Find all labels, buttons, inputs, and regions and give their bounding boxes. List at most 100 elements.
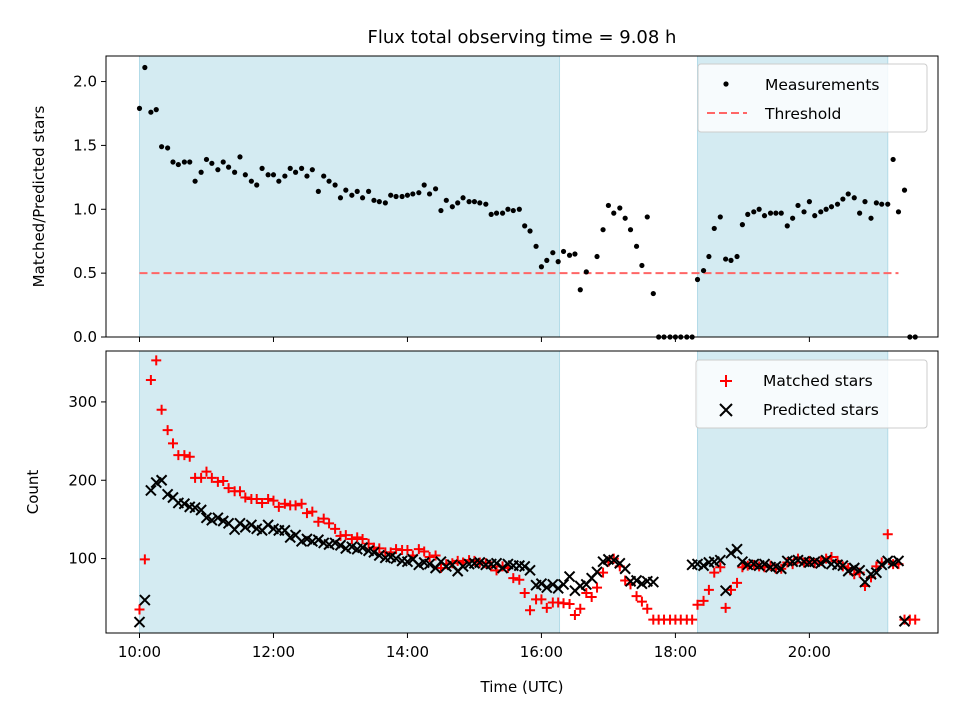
measurement-point (823, 206, 829, 212)
y-tick-label: 1.0 (73, 200, 97, 218)
predicted-star-point (474, 556, 486, 569)
matched-star-point (687, 614, 698, 625)
measurement-point (550, 250, 556, 256)
predicted-star-point (541, 581, 553, 594)
measurement-point (767, 210, 774, 216)
measurement-point (410, 191, 416, 197)
measurement-point (365, 188, 372, 194)
matched-star-point (296, 498, 307, 509)
predicted-star-point (262, 519, 274, 531)
matched-star-point (592, 582, 603, 593)
ratio-panel: 0.00.51.01.52.0 Matched/Predicted stars … (30, 55, 939, 346)
measurement-point (198, 169, 204, 175)
predicted-star-point (139, 594, 151, 606)
x-tick-label: 18:00 (654, 643, 697, 661)
legend-predicted-label: Predicted stars (763, 401, 879, 419)
measurement-point (242, 172, 248, 178)
top-plot-frame (105, 55, 939, 338)
predicted-star-point (758, 558, 771, 570)
bottom-axis-ticks: 100 200 300 10:00 12:00 14:00 16:00 18:00 20:00 (68, 393, 831, 661)
measurement-point (209, 160, 215, 166)
measurement-point (299, 165, 305, 171)
matched-star-point (352, 532, 363, 543)
measurement-point (421, 182, 427, 188)
predicted-star-point (133, 616, 146, 628)
measurement-point (438, 207, 444, 214)
measurement-point (778, 210, 784, 216)
measurement-point (282, 173, 288, 179)
legend-matched-marker (720, 375, 732, 387)
measurement-point (466, 199, 472, 205)
measurement-point (359, 195, 366, 201)
matched-star-point (598, 567, 609, 578)
measurement-point (142, 64, 148, 71)
predicted-star-point (279, 524, 291, 537)
measurement-point (175, 161, 181, 168)
predicted-star-point (189, 501, 201, 514)
measurement-point (572, 251, 578, 257)
predicted-star-point (725, 547, 737, 559)
matched-star-point (346, 534, 357, 544)
measurement-point (617, 205, 623, 211)
predicted-star-point (870, 566, 883, 579)
measurement-point (594, 253, 600, 260)
matched-star-point (698, 595, 709, 606)
measurement-point (801, 209, 807, 215)
matched-star-point (263, 494, 274, 505)
predicted-star-point (145, 484, 157, 497)
matched-star-point (452, 555, 463, 566)
predicted-star-point (853, 564, 866, 577)
measurement-point (806, 199, 812, 205)
measurement-point (315, 188, 321, 194)
x-axis-label: Time (UTC) (480, 678, 564, 696)
predicted-star-point (552, 582, 564, 595)
measurement-point (477, 200, 483, 206)
predicted-star-point (892, 555, 905, 567)
matched-star-point (541, 602, 552, 613)
measurement-point (834, 201, 841, 207)
measurement-point (644, 214, 650, 220)
matched-star-point (134, 604, 145, 615)
measurement-point (560, 248, 567, 255)
predicted-star-point (731, 543, 743, 555)
legend-predicted-marker (719, 403, 733, 417)
y-tick-label: 2.0 (73, 73, 97, 91)
predicted-star-point (535, 577, 548, 590)
measurement-point (890, 156, 896, 163)
measurement-point (321, 173, 327, 179)
measurement-point (326, 178, 332, 184)
measurement-point (483, 201, 489, 207)
measurement-point (622, 215, 628, 221)
matched-star-point (709, 567, 720, 578)
matched-star-point (340, 530, 351, 541)
measurement-point (254, 182, 260, 188)
predicted-star-point (619, 563, 631, 575)
measurement-point (237, 154, 243, 160)
matched-star-point (692, 599, 703, 610)
measurement-point (717, 214, 723, 220)
measurement-point (292, 169, 299, 175)
matched-star-point (145, 374, 156, 385)
measurement-point (790, 215, 796, 221)
measurement-point (812, 213, 818, 219)
matched-star-point (184, 451, 195, 462)
measurement-point (153, 107, 159, 113)
matched-star-point (374, 543, 385, 554)
matched-star-point (715, 562, 726, 573)
y-tick-label: 300 (68, 393, 97, 411)
predicted-star-point (608, 554, 620, 566)
measurement-point (761, 213, 768, 219)
matched-star-point (206, 472, 217, 483)
measurement-point (265, 172, 271, 178)
matched-star-point (430, 550, 441, 561)
measurement-point (232, 169, 238, 175)
chart-title: Flux total observing time = 9.08 h (368, 27, 677, 48)
matched-star-point (223, 483, 234, 494)
bottom-legend: Matched stars Predicted stars (695, 359, 928, 429)
matched-star-point (720, 602, 731, 613)
measurement-point (706, 253, 712, 260)
measurement-point (885, 201, 891, 207)
predicted-star-point (820, 554, 832, 566)
measurement-point (879, 201, 885, 207)
predicted-star-point (547, 578, 559, 591)
